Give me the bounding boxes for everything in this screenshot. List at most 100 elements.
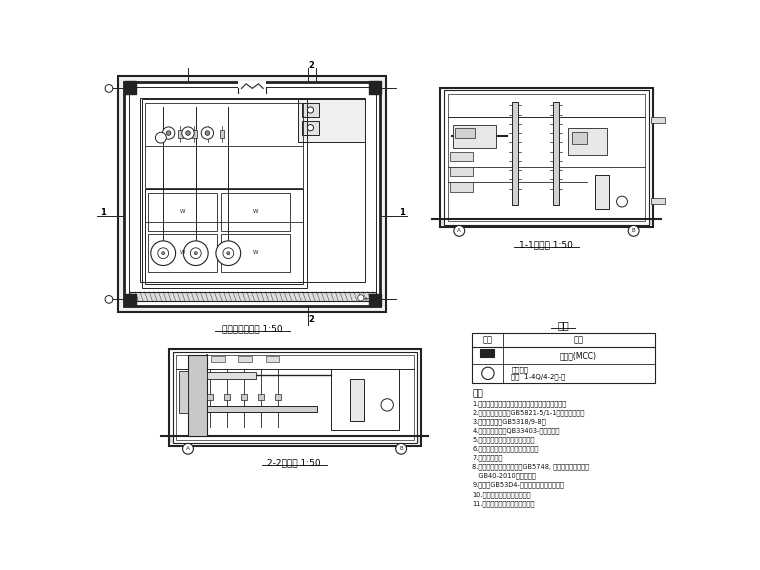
Bar — [129, 87, 375, 301]
Bar — [595, 174, 609, 209]
Circle shape — [616, 196, 628, 207]
Bar — [169, 349, 420, 446]
Text: 1: 1 — [100, 208, 106, 217]
Circle shape — [201, 127, 214, 139]
Circle shape — [482, 367, 494, 380]
Text: 2-2剥面图 1:50: 2-2剥面图 1:50 — [268, 458, 321, 467]
Circle shape — [307, 125, 314, 131]
Text: 11.泵房内地面按照大样图处理。: 11.泵房内地面按照大样图处理。 — [473, 500, 535, 507]
Text: 1: 1 — [399, 208, 405, 217]
Circle shape — [358, 295, 364, 301]
Bar — [455, 128, 475, 138]
Text: 2.管道连接参见图号GB5821-5/1-1《管道连接》。: 2.管道连接参见图号GB5821-5/1-1《管道连接》。 — [473, 409, 584, 416]
Circle shape — [454, 226, 464, 236]
Bar — [480, 349, 494, 357]
Circle shape — [105, 84, 112, 92]
Bar — [450, 182, 473, 192]
Text: 7.泵组即考虫。: 7.泵组即考虫。 — [473, 454, 503, 461]
Bar — [173, 352, 416, 443]
Circle shape — [216, 241, 241, 266]
Bar — [444, 90, 649, 225]
Text: 控制柜(MCC): 控制柜(MCC) — [560, 351, 597, 360]
Bar — [178, 130, 182, 138]
Circle shape — [381, 399, 394, 411]
Text: 2: 2 — [309, 61, 314, 70]
Circle shape — [226, 252, 230, 255]
Bar — [176, 355, 413, 439]
Circle shape — [629, 226, 639, 236]
Bar — [220, 130, 224, 138]
Bar — [453, 125, 496, 148]
Bar — [192, 130, 197, 138]
Bar — [211, 356, 225, 362]
Bar — [572, 132, 587, 144]
Text: A: A — [458, 229, 461, 233]
Circle shape — [150, 241, 176, 266]
Bar — [140, 97, 365, 283]
Text: 图例: 图例 — [557, 320, 569, 331]
Circle shape — [163, 127, 175, 139]
Bar — [145, 103, 303, 188]
Circle shape — [158, 248, 169, 259]
Text: 9.泵组按GB53D4-要求安装消防防火设备。: 9.泵组按GB53D4-要求安装消防防火设备。 — [473, 482, 564, 488]
Bar — [188, 355, 207, 437]
Bar — [207, 394, 213, 400]
Bar — [119, 76, 386, 312]
Bar — [207, 406, 317, 412]
Bar — [239, 81, 266, 92]
Circle shape — [312, 59, 320, 67]
Circle shape — [185, 131, 190, 136]
Text: B: B — [632, 229, 635, 233]
Circle shape — [195, 252, 198, 255]
Bar — [350, 378, 364, 421]
Circle shape — [223, 248, 234, 259]
Circle shape — [396, 443, 407, 454]
Circle shape — [183, 241, 208, 266]
Text: 4.阀门件参见图号QB33403-《阀门》。: 4.阀门件参见图号QB33403-《阀门》。 — [473, 428, 560, 434]
Text: B: B — [399, 446, 403, 451]
Bar — [275, 394, 281, 400]
Bar — [473, 333, 654, 384]
Circle shape — [162, 252, 165, 255]
Bar — [206, 130, 211, 138]
Text: W: W — [180, 250, 185, 255]
Text: 5.各泵出口均设止回阀和追调阀。: 5.各泵出口均设止回阀和追调阀。 — [473, 437, 535, 443]
Text: 说明: 说明 — [574, 336, 584, 345]
Bar — [124, 82, 136, 94]
Text: 符号: 符号 — [483, 336, 493, 345]
Bar — [147, 234, 217, 272]
Bar — [141, 99, 307, 288]
Bar — [223, 394, 230, 400]
Circle shape — [182, 127, 195, 139]
Bar — [331, 369, 399, 430]
Bar — [369, 82, 381, 94]
Circle shape — [205, 131, 210, 136]
Circle shape — [190, 248, 201, 259]
Text: 1.设备型号、规格参见设备表，设备厂家号等自定。: 1.设备型号、规格参见设备表，设备厂家号等自定。 — [473, 400, 567, 406]
Bar — [169, 437, 420, 443]
Text: 给水泵房平面图 1:50: 给水泵房平面图 1:50 — [222, 324, 283, 333]
Bar — [369, 294, 381, 306]
Bar — [179, 371, 188, 413]
Text: 说明: 说明 — [473, 389, 483, 398]
Bar — [448, 94, 645, 221]
Circle shape — [307, 107, 314, 113]
Bar — [651, 117, 665, 123]
Text: 2: 2 — [309, 315, 314, 324]
Bar — [440, 88, 653, 227]
Bar — [145, 189, 303, 284]
Text: dml: dml — [364, 296, 372, 300]
Circle shape — [182, 443, 194, 454]
Bar — [129, 292, 375, 301]
Text: 10.有关设备外精杉构地威导。: 10.有关设备外精杉构地威导。 — [473, 491, 531, 498]
Text: 8.泵组连接设备接地模块按GB5748, 中国人民解放军标准: 8.泵组连接设备接地模块按GB5748, 中国人民解放军标准 — [473, 463, 590, 470]
Text: 水泵机组: 水泵机组 — [511, 366, 528, 373]
Bar — [450, 152, 473, 161]
Bar — [125, 82, 380, 306]
Text: 规格  1-4Q/4-2中-内: 规格 1-4Q/4-2中-内 — [511, 374, 565, 380]
Circle shape — [166, 131, 171, 136]
Text: 6.单泵工作，安装单个泵的流量计。: 6.单泵工作，安装单个泵的流量计。 — [473, 446, 539, 452]
Bar — [568, 128, 606, 156]
Text: 1-1剥面图 1:50: 1-1剥面图 1:50 — [519, 240, 573, 249]
Bar — [302, 103, 319, 117]
